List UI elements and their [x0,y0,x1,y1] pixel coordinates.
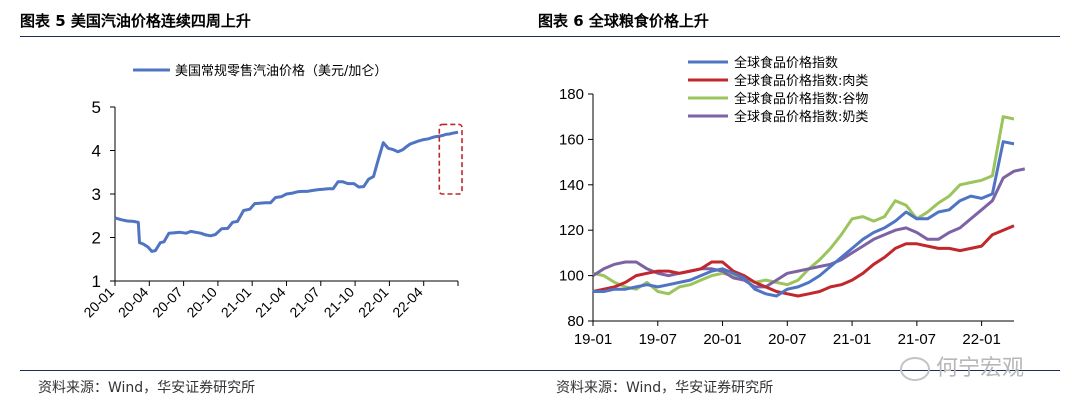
watermark: 何宁宏观 [899,350,1024,382]
legend-label: 全球食品价格指数 [734,55,838,71]
source-note: 资料来源：Wind，华安证券研究所 [556,380,774,396]
watermark-text: 何宁宏观 [935,356,1024,381]
x-tick-label: 21-07 [286,284,323,321]
title-divider [538,36,1060,37]
right-chart-panel: 图表 6 全球粮食价格上升 80 100 120 140 160 180 19-01 19-0… [538,0,1060,416]
cereal-index-line [592,115,1015,296]
y-tick-label: 80 [567,313,584,330]
legend-label: 全球食品价格指数:奶类 [734,109,868,125]
title-divider [20,36,542,37]
gasoline-price-line [114,130,459,253]
x-tick-label: 20-01 [703,331,741,348]
x-tick-label: 22-01 [962,331,1000,348]
x-tick-label: 20-04 [115,284,152,321]
chart-title: 图表 6 全球粮食价格上升 [538,12,709,30]
left-chart-panel: 图表 5 美国汽油价格连续四周上升 1 2 3 4 5 20-01 20-04 20-07 20… [20,0,542,416]
x-tick-label: 22-01 [355,284,392,321]
x-tick-label: 21-01 [833,331,871,348]
y-tick-label: 180 [559,86,584,103]
source-divider [538,370,1060,371]
x-tick-label: 21-10 [321,284,358,321]
x-tick-label: 19-07 [639,331,677,348]
y-tick-label: 2 [92,229,101,248]
legend-label: 美国常规零售汽油价格（美元/加仑） [175,63,387,79]
x-tick-label: 21-07 [898,331,936,348]
gasoline-price-chart: 1234520-0120-0420-0720-1021-0121-0421-07… [80,63,463,321]
x-tick-label: 20-07 [149,284,186,321]
y-tick-label: 3 [92,185,101,204]
y-tick-label: 100 [559,268,584,285]
x-tick-label: 21-01 [218,284,255,321]
food-price-index-chart: 80 100 120 140 160 180 19-01 19-07 20-01 20-07 21-… [559,55,1026,348]
x-tick-label: 21-04 [252,284,289,321]
meat-index-line [592,224,1015,298]
y-tick-label: 1 [92,272,101,291]
x-tick-label: 19-01 [574,331,612,348]
legend-label: 全球食品价格指数:谷物 [734,91,868,107]
source-note: 资料来源：Wind，华安证券研究所 [38,380,256,396]
x-tick-label: 22-04 [389,284,426,321]
dairy-index-line [592,167,1026,289]
x-tick-label: 20-07 [768,331,806,348]
y-tick-label: 5 [92,98,101,117]
y-tick-label: 140 [559,177,584,194]
food-index-line [593,140,1015,298]
y-tick-label: 120 [559,222,584,239]
source-divider [20,370,542,371]
chart-title: 图表 5 美国汽油价格连续四周上升 [20,12,251,30]
highlight-box [438,123,463,195]
x-tick-label: 20-10 [183,284,220,321]
wechat-icon [899,357,930,381]
legend-label: 全球食品价格指数:肉类 [734,73,868,89]
y-tick-label: 4 [92,142,101,161]
y-tick-label: 160 [559,131,584,148]
